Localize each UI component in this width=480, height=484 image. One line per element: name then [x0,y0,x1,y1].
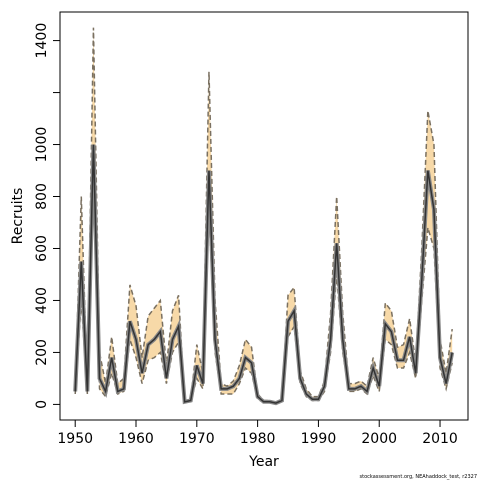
x-tick-label: 1980 [240,431,276,447]
y-tick-label: 0 [34,400,50,409]
x-tick-label: 1960 [118,431,154,447]
y-tick-label: 400 [34,287,50,314]
y-tick-label: 1000 [34,127,50,163]
x-axis-label: Year [248,454,279,470]
x-tick-label: 2010 [422,431,458,447]
y-tick-label: 800 [34,183,50,210]
plot-frame [59,11,469,421]
estimate-line [74,144,453,404]
x-tick-label: 1970 [179,431,215,447]
y-tick-label: 600 [34,235,50,262]
estimate-outline [73,144,455,406]
x-tick-label: 2000 [361,431,397,447]
x-tick-label: 1990 [301,431,337,447]
y-axis-label: Recruits [10,188,26,245]
y-tick-label: 1400 [34,23,50,59]
y-tick-label: 200 [34,339,50,366]
footnote: stockassessment.org, NEAhaddock_test, r2… [360,474,477,480]
x-tick-label: 1950 [57,431,93,447]
